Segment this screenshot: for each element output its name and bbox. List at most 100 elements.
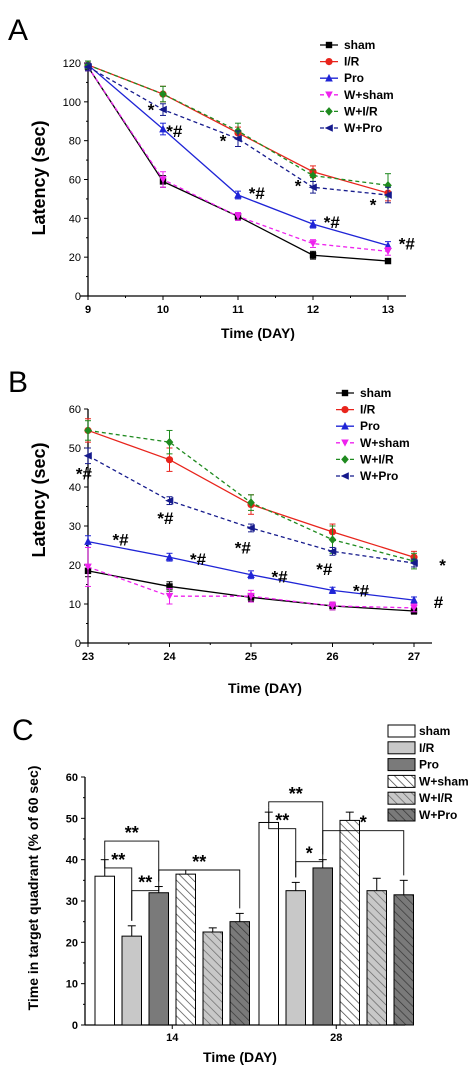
legend-label: W+Pro — [360, 469, 398, 483]
y-tick-label: 50 — [66, 813, 78, 825]
legend-swatch — [387, 724, 416, 738]
data-point — [165, 592, 174, 600]
y-tick-label: 40 — [69, 482, 81, 494]
data-point — [246, 524, 255, 532]
significance-annotation: *# — [316, 560, 333, 579]
y-tick-label: 50 — [69, 443, 81, 455]
significance-label: ** — [275, 811, 289, 831]
data-point — [165, 552, 174, 561]
significance-annotation: *# — [271, 568, 288, 587]
significance-annotation: *# — [249, 184, 266, 203]
x-tick-label: 23 — [82, 651, 94, 663]
data-point — [410, 595, 418, 604]
panel-c-label: C — [12, 714, 34, 747]
bar-w-sham-28 — [339, 819, 360, 1026]
x-tick-label: 11 — [232, 304, 244, 316]
series-w-sham — [84, 62, 392, 256]
significance-label: ** — [138, 873, 152, 893]
legend-label: W+sham — [419, 774, 469, 788]
significance-bracket — [322, 830, 405, 876]
legend-label: W+I/R — [419, 791, 453, 805]
significance-annotation: * — [148, 101, 155, 120]
series-w-pro — [83, 62, 392, 204]
data-point — [309, 240, 317, 248]
significance-label: ** — [289, 784, 303, 804]
data-point — [159, 89, 167, 99]
significance-annotation: * — [295, 176, 302, 195]
bar-pro-14 — [148, 892, 169, 1026]
y-tick-label: 0 — [75, 291, 81, 303]
significance-bracket — [158, 869, 241, 909]
series-w-pro — [83, 447, 418, 568]
significance-bracket — [295, 854, 324, 878]
significance-label: * — [360, 813, 367, 833]
data-point — [159, 176, 167, 184]
significance-label: * — [306, 844, 313, 864]
y-tick-label: 20 — [69, 252, 81, 264]
panel-c-y-axis-label: Time in target quadrant (% of 60 sec) — [25, 766, 41, 1011]
y-tick-label: 40 — [69, 213, 81, 225]
y-tick-label: 120 — [63, 58, 81, 70]
legend-marker — [325, 107, 333, 116]
legend-label: W+Pro — [419, 808, 457, 822]
bar-w-sham-14 — [175, 873, 196, 1026]
data-point — [409, 559, 418, 567]
legend-label: I/R — [419, 741, 435, 755]
data-point — [384, 181, 392, 190]
legend-label: Pro — [419, 758, 439, 772]
bar-i-r-28 — [285, 890, 306, 1026]
significance-annotation: *# — [324, 213, 341, 232]
series-line-w-sham — [87, 66, 389, 252]
data-point — [247, 498, 255, 507]
significance-annotation: *# — [399, 235, 416, 254]
significance-bracket — [131, 881, 160, 921]
significance-annotation: *# — [113, 531, 130, 550]
panel-b-line-chart: B Latency (sec) Time (DAY) 0 10 20 30 40 50 60… — [8, 366, 446, 696]
y-tick-label: 0 — [72, 1020, 78, 1032]
data-point — [328, 535, 337, 544]
series-line-sham — [87, 66, 389, 262]
panel-a-line-chart: A Latency (sec) Time (DAY) 0 20 40 60 80 100 1… — [8, 14, 415, 341]
data-point — [165, 496, 174, 505]
data-point — [328, 602, 337, 610]
legend-marker — [325, 41, 333, 49]
significance-label: ** — [111, 850, 125, 870]
x-tick-label: 13 — [382, 304, 394, 316]
y-tick-label: 20 — [66, 937, 78, 949]
significance-annotation: *# — [76, 464, 93, 483]
data-point — [384, 248, 392, 256]
significance-annotation: *# — [235, 538, 252, 557]
data-point — [84, 563, 92, 571]
panel-c-bar-chart: C Time in target quadrant (% of 60 sec) … — [12, 714, 469, 1065]
panel-b-label: B — [8, 366, 28, 399]
data-point — [83, 452, 92, 460]
legend-marker — [341, 406, 349, 414]
legend-label: sham — [419, 724, 450, 738]
significance-bracket — [104, 840, 160, 882]
significance-annotation: *# — [157, 509, 174, 528]
y-tick-label: 80 — [69, 136, 81, 148]
legend-swatch — [387, 741, 416, 755]
legend-label: W+I/R — [344, 104, 378, 118]
legend-marker — [341, 439, 349, 447]
data-point — [247, 592, 255, 600]
legend-swatch — [387, 758, 416, 772]
data-point — [234, 190, 242, 199]
legend-marker — [341, 421, 349, 430]
series-pro — [84, 535, 418, 604]
y-tick-label: 10 — [69, 599, 81, 611]
data-point — [158, 105, 167, 114]
significance-bracket — [268, 801, 324, 855]
x-tick-label: 25 — [245, 651, 257, 663]
legend-swatch — [387, 808, 416, 822]
legend-marker — [341, 389, 349, 397]
bar-w-pro-28 — [393, 894, 414, 1026]
significance-bracket — [268, 807, 297, 878]
legend-label: I/R — [344, 55, 360, 69]
legend: sham I/R Pro W+sham W+I/R W+Pro — [336, 386, 410, 483]
data-point — [383, 191, 392, 199]
series-w-sham — [84, 546, 418, 613]
data-point — [309, 252, 317, 259]
data-point — [309, 219, 317, 228]
